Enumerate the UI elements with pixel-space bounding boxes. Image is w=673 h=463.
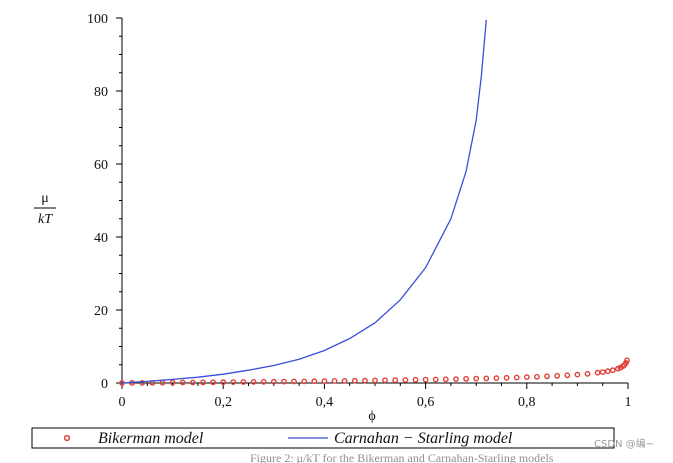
series-point-bikerman [534,373,540,380]
series-point-bikerman [250,378,257,385]
series-point-bikerman [564,372,571,379]
series-point-bikerman [270,378,277,385]
series-point-bikerman [442,376,449,383]
y-axis-label-numerator: μ [41,191,49,206]
series-point-bikerman [604,368,611,375]
y-ticks: 0 20 40 60 80 100 [87,12,122,392]
series-point-bikerman [372,377,378,384]
series-point-bikerman [503,374,510,381]
series-point-bikerman [473,375,480,382]
series-point-bikerman [351,377,358,384]
series-point-bikerman [463,375,469,382]
series-point-bikerman [240,379,247,385]
series-point-bikerman [599,369,606,375]
series-line-carnahan-starling [121,19,487,384]
series-point-bikerman [483,375,490,382]
series-point-bikerman [432,376,439,383]
series-point-bikerman [260,378,267,385]
series-point-bikerman [493,375,500,381]
y-axis-label: μ kT [34,191,56,227]
series-point-bikerman [513,374,520,381]
x-tick-label: 0,6 [417,395,435,410]
axes [121,18,628,384]
x-tick-label: 1 [625,395,632,410]
series-layer [119,19,630,386]
series-point-bikerman [453,376,459,382]
y-tick-label: 0 [101,377,108,392]
x-axis-label: ϕ [368,409,375,424]
series-point-bikerman [392,377,399,384]
x-ticks: 0 0,2 0,4 0,6 0,8 1 [119,383,632,410]
series-point-bikerman [230,379,237,385]
y-tick-label: 80 [94,85,108,100]
series-point-bikerman [331,378,338,384]
series-point-bikerman [624,357,630,364]
series-point-bikerman [220,379,227,386]
legend-label-carnahan: Carnahan − Starling model [334,430,513,447]
x-tick-label: 0,2 [214,395,232,410]
series-point-bikerman [321,378,328,384]
y-tick-label: 60 [94,158,108,173]
x-tick-label: 0,8 [518,395,536,410]
legend-marker-bikerman [63,434,71,442]
y-tick-label: 20 [94,304,108,319]
series-point-bikerman [412,376,419,383]
series-point-bikerman [200,379,206,386]
caption: Figure 2: μ/kT for the Bikerman and Carn… [250,451,554,463]
x-tick-label: 0,4 [316,395,334,410]
series-point-bikerman [609,367,616,374]
series-point-bikerman [544,373,550,380]
x-tick-label: 0 [119,395,126,410]
series-point-bikerman [574,371,581,378]
series-point-bikerman [280,378,287,385]
y-axis-label-denominator: kT [38,212,53,227]
series-point-bikerman [179,379,186,386]
series-point-bikerman [554,372,561,379]
series-point-bikerman [301,378,308,385]
series-point-bikerman [523,374,530,380]
series-point-bikerman [291,378,297,385]
series-point-bikerman [584,370,591,377]
legend: Bikerman model Carnahan − Starling model [31,427,615,449]
series-point-bikerman [210,379,217,386]
series-point-bikerman [311,378,318,385]
series-point-bikerman [341,377,348,384]
y-tick-label: 40 [94,231,108,246]
watermark: CSDN @编~ [594,437,654,450]
legend-label-bikerman: Bikerman model [98,430,204,447]
series-point-bikerman [402,377,409,383]
series-point-bikerman [189,379,196,386]
series-point-bikerman [382,377,388,384]
series-point-bikerman [139,379,146,386]
series-point-bikerman [361,377,368,384]
series-point-bikerman [594,369,601,376]
y-tick-label: 100 [87,12,108,27]
series-point-bikerman [169,379,176,386]
series-point-bikerman [422,376,429,383]
